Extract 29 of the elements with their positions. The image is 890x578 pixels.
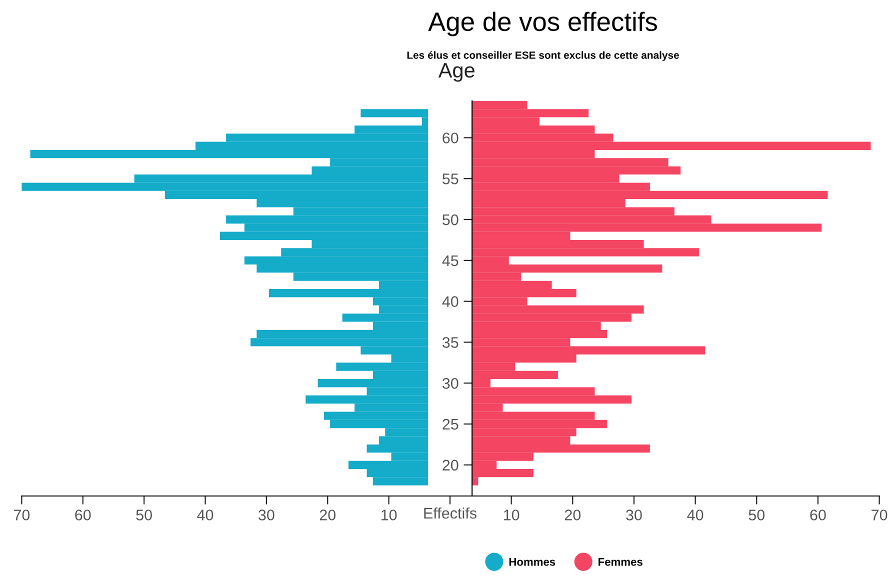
x-tick-label: 70: [14, 510, 30, 520]
x-tick-label: 40: [197, 510, 214, 520]
y-tick-label: 35: [442, 337, 458, 348]
y-tick-label: 30: [442, 378, 458, 389]
x-tick-label: 50: [748, 510, 765, 520]
y-tick-label: 60: [442, 132, 458, 144]
x-tick-label: 50: [136, 510, 152, 520]
y-tick-label: 50: [442, 214, 458, 226]
y-tick-label: 45: [442, 255, 458, 266]
x-tick-label: 10: [504, 510, 520, 520]
x-tick-label: 70: [872, 510, 888, 520]
y-tick-label: 25: [442, 418, 458, 430]
legend-label: Hommes: [509, 558, 556, 566]
x-tick-label: 40: [687, 510, 704, 520]
x-tick-label: 30: [258, 510, 274, 520]
legend-label: Femmes: [598, 558, 642, 566]
y-tick-label: 40: [442, 296, 458, 307]
chart-title: Age de vos effectifs: [428, 12, 657, 36]
x-tick-label: 10: [381, 510, 397, 520]
y-axis-title: Age: [438, 63, 474, 82]
x-tick-label: 60: [75, 510, 91, 520]
x-tick-label: 60: [810, 510, 826, 520]
chart-subtitle: Les élus et conseiller ESE sont exclus de cette analyse: [407, 51, 680, 61]
x-axis-title: Effectifs: [424, 507, 476, 519]
x-tick-label: 30: [626, 510, 642, 520]
x-tick-label: 20: [564, 510, 581, 520]
x-tick-label: 20: [320, 510, 336, 520]
y-tick-label: 55: [442, 174, 458, 184]
y-tick-label: 20: [442, 460, 458, 471]
